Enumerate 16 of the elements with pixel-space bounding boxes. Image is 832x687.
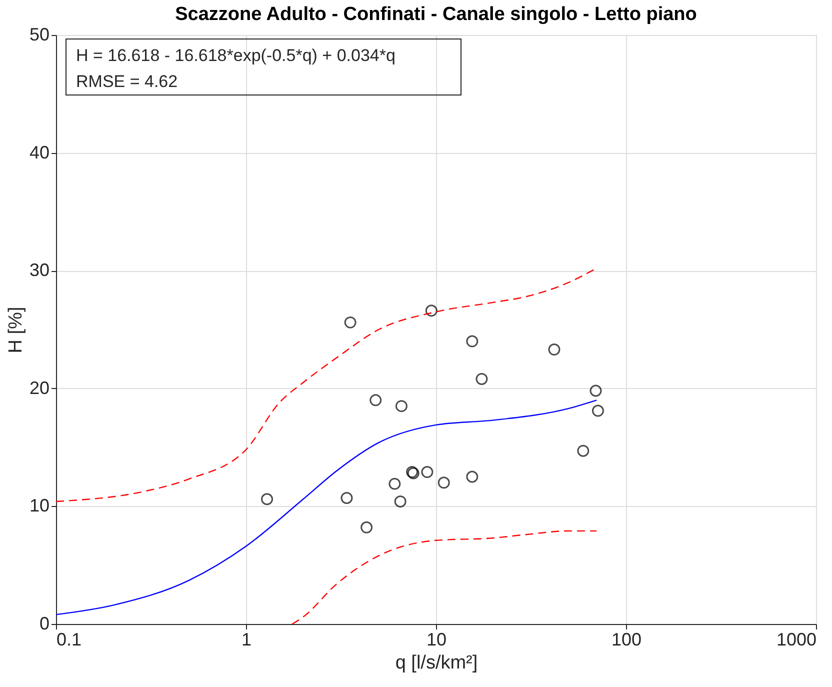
y-axis-title: H [%] [5,306,26,354]
y-tick-label: 20 [29,378,50,398]
y-tick-label: 10 [29,496,50,516]
y-tick-label: 40 [29,142,50,162]
annotation: RMSE = 4.62 [76,72,178,91]
x-tick-label: 100 [611,630,642,650]
annotation: H = 16.618 - 16.618*exp(-0.5*q) + 0.034*q [76,46,396,65]
x-tick-label: 10 [426,630,447,650]
x-tick-label: 1000 [776,630,816,650]
x-tick-label: 0.1 [56,630,82,650]
y-tick-label: 50 [29,24,50,44]
y-tick-label: 0 [39,614,50,634]
x-tick-label: 1 [241,630,252,650]
y-tick-label: 30 [29,260,50,280]
x-axis-title: q [l/s/km²] [395,652,478,674]
chart-title: Scazzone Adulto - Confinati - Canale singolo - Letto piano [175,4,697,25]
